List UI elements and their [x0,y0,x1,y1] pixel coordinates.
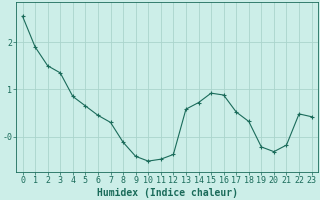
X-axis label: Humidex (Indice chaleur): Humidex (Indice chaleur) [97,188,237,198]
